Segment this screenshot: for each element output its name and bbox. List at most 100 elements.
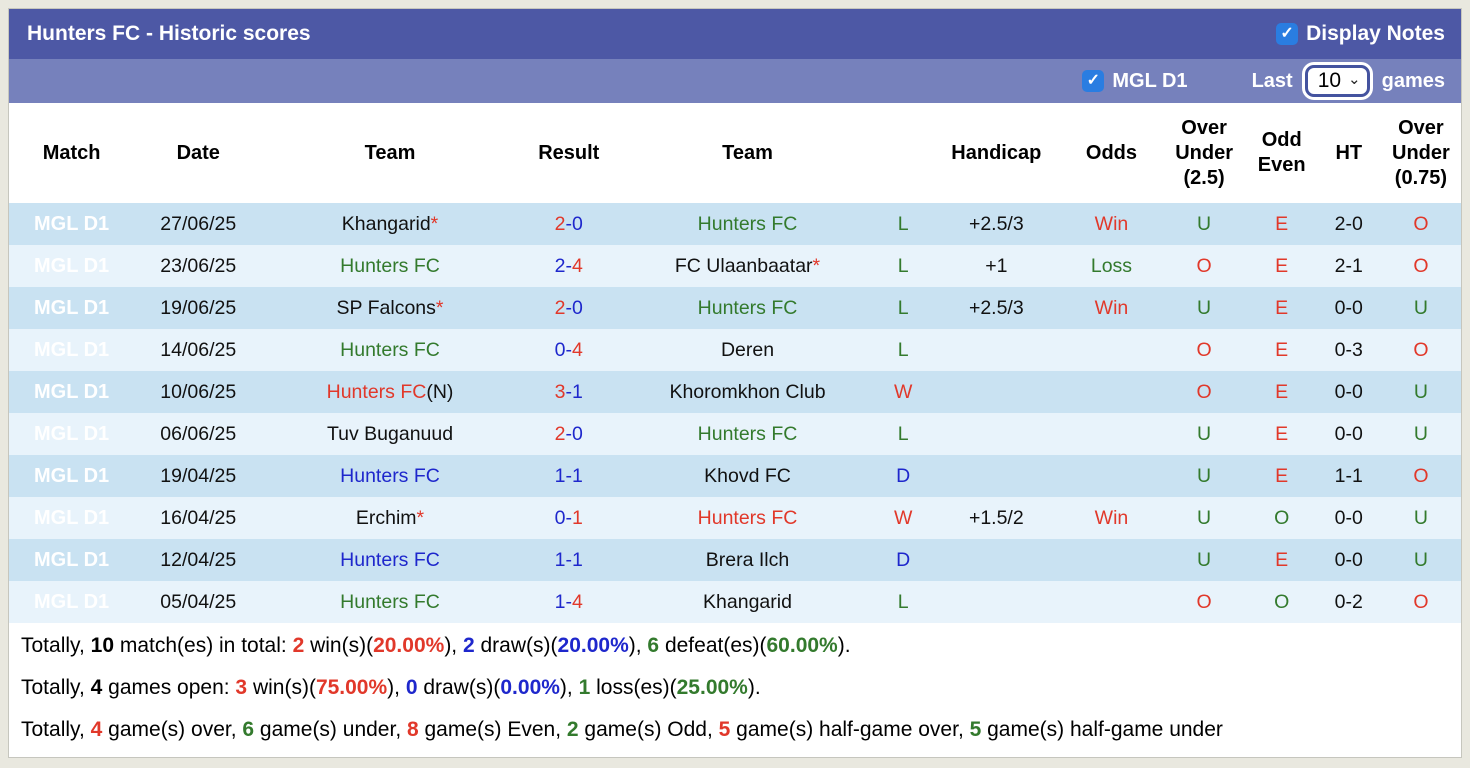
summary-segment: ),	[559, 676, 579, 699]
wdl-cell: W	[875, 371, 932, 413]
over-under-letter: U	[1197, 464, 1212, 487]
date-cell: 05/04/25	[134, 581, 263, 623]
ht-cell: 0-0	[1316, 413, 1381, 455]
away-team-cell: Khangarid	[619, 581, 876, 623]
summary-segment: 20.00%	[557, 634, 629, 657]
summary-segment: game(s) over,	[102, 718, 243, 741]
team-name: Khangarid	[341, 212, 431, 235]
games-count-select[interactable]: 10 ⌄	[1304, 65, 1370, 97]
summary-segment: 25.00%	[676, 676, 748, 699]
table-row: MGL D1 23/06/25 Hunters FC 2-4 FC Ulaanbaata…	[9, 245, 1461, 287]
home-score: 2	[554, 254, 566, 277]
ht-cell: 0-3	[1316, 329, 1381, 371]
league-badge: MGL D1	[9, 413, 135, 455]
over-under-075-cell: U	[1380, 497, 1461, 539]
home-score: 1	[554, 548, 566, 571]
team-name: Tuv Buganuud	[326, 422, 454, 445]
result-cell: 1-4	[517, 581, 620, 623]
handicap-cell: +1.5/2	[931, 497, 1062, 539]
wdl-cell: L	[875, 203, 932, 245]
table-row: MGL D1 10/06/25 Hunters FC(N) 3-1 Khoromkhon…	[9, 371, 1461, 413]
team-name: SP Falcons	[336, 296, 436, 319]
away-score: 0	[572, 296, 583, 319]
league-filter-toggle[interactable]: ✓ MGL D1	[1082, 70, 1188, 93]
team-name: Hunters FC	[697, 212, 798, 235]
league-filter-checkbox[interactable]: ✓	[1082, 70, 1105, 92]
ht-cell: 1-1	[1316, 455, 1381, 497]
handicap-cell	[931, 329, 1062, 371]
home-score: 3	[554, 380, 566, 403]
summary-segment: 2	[292, 634, 305, 657]
summary-segment: Totally,	[21, 676, 91, 699]
wdl-cell: L	[875, 413, 932, 455]
odd-even-letter: E	[1275, 464, 1289, 487]
page-title: Hunters FC - Historic scores	[27, 22, 311, 45]
title-bar: Hunters FC - Historic scores ✓ Display N…	[9, 9, 1461, 59]
ht-cell: 0-0	[1316, 497, 1381, 539]
column-header: Result	[517, 103, 620, 203]
over-under-letter: U	[1197, 212, 1212, 235]
wdl-letter: W	[894, 506, 913, 529]
team-name: Hunters FC	[697, 296, 798, 319]
summary-segment: 75.00%	[315, 676, 388, 699]
odd-even-letter: E	[1275, 254, 1289, 277]
column-header: HT	[1316, 103, 1381, 203]
over-under-letter: U	[1197, 548, 1212, 571]
summary-segment: ),	[387, 676, 406, 699]
summary-line: Totally, 10 match(es) in total: 2 win(s)…	[21, 625, 1449, 667]
score-dash: -	[565, 590, 573, 613]
ht-cell: 0-0	[1316, 371, 1381, 413]
display-notes-checkbox[interactable]: ✓	[1276, 23, 1299, 45]
result-cell: 2-0	[517, 413, 620, 455]
last-label: Last	[1251, 69, 1293, 92]
team-name: Erchim	[355, 506, 417, 529]
wdl-letter: L	[897, 590, 909, 613]
wdl-cell: W	[875, 497, 932, 539]
summary-line: Totally, 4 games open: 3 win(s)(75.00%),…	[21, 667, 1449, 709]
odd-even-cell: O	[1246, 497, 1317, 539]
column-header: Odd Even	[1246, 103, 1317, 203]
over-under-letter: O	[1413, 254, 1429, 277]
league-badge: MGL D1	[9, 497, 135, 539]
column-header: Match	[9, 103, 135, 203]
odd-even-cell: E	[1246, 287, 1317, 329]
handicap-cell	[931, 413, 1062, 455]
team-name: Hunters FC	[340, 590, 440, 613]
odd-even-cell: E	[1246, 455, 1317, 497]
wdl-letter: L	[897, 338, 909, 361]
summary-line: Totally, 4 game(s) over, 6 game(s) under…	[21, 709, 1449, 751]
over-under-25-cell: U	[1161, 497, 1247, 539]
odds-cell	[1061, 539, 1162, 581]
summary-segment: match(es) in total:	[114, 634, 293, 657]
display-notes-toggle[interactable]: ✓ Display Notes	[1276, 22, 1445, 46]
handicap-cell: +2.5/3	[931, 203, 1062, 245]
over-under-letter: U	[1413, 296, 1428, 319]
over-under-letter: U	[1413, 380, 1428, 403]
table-row: MGL D1 14/06/25 Hunters FC 0-4 Deren L O E 0-3 O	[9, 329, 1461, 371]
wdl-letter: L	[897, 212, 909, 235]
odd-even-cell: E	[1246, 203, 1317, 245]
odd-even-letter: O	[1274, 506, 1290, 529]
over-under-letter: O	[1413, 590, 1429, 613]
ht-cell: 2-1	[1316, 245, 1381, 287]
home-team-cell: Hunters FC	[262, 329, 518, 371]
odds-cell	[1061, 371, 1162, 413]
league-badge: MGL D1	[9, 581, 135, 623]
over-under-letter: O	[1196, 590, 1212, 613]
date-cell: 10/06/25	[134, 371, 263, 413]
score-dash: -	[565, 422, 573, 445]
odds-result: Win	[1094, 506, 1129, 529]
over-under-075-cell: O	[1380, 203, 1461, 245]
over-under-letter: O	[1413, 464, 1429, 487]
away-score: 1	[572, 506, 583, 529]
odd-even-letter: E	[1275, 422, 1289, 445]
league-badge: MGL D1	[9, 539, 135, 581]
team-name: Khoromkhon Club	[669, 380, 826, 403]
summary-segment: 4	[90, 676, 103, 699]
date-cell: 16/04/25	[134, 497, 263, 539]
summary-notes: Totally, 10 match(es) in total: 2 win(s)…	[9, 623, 1461, 757]
column-header: Odds	[1061, 103, 1162, 203]
summary-segment: game(s) under,	[254, 718, 407, 741]
table-row: MGL D1 16/04/25 Erchim* 0-1 Hunters FC W +1.5/…	[9, 497, 1461, 539]
over-under-075-cell: O	[1380, 245, 1461, 287]
